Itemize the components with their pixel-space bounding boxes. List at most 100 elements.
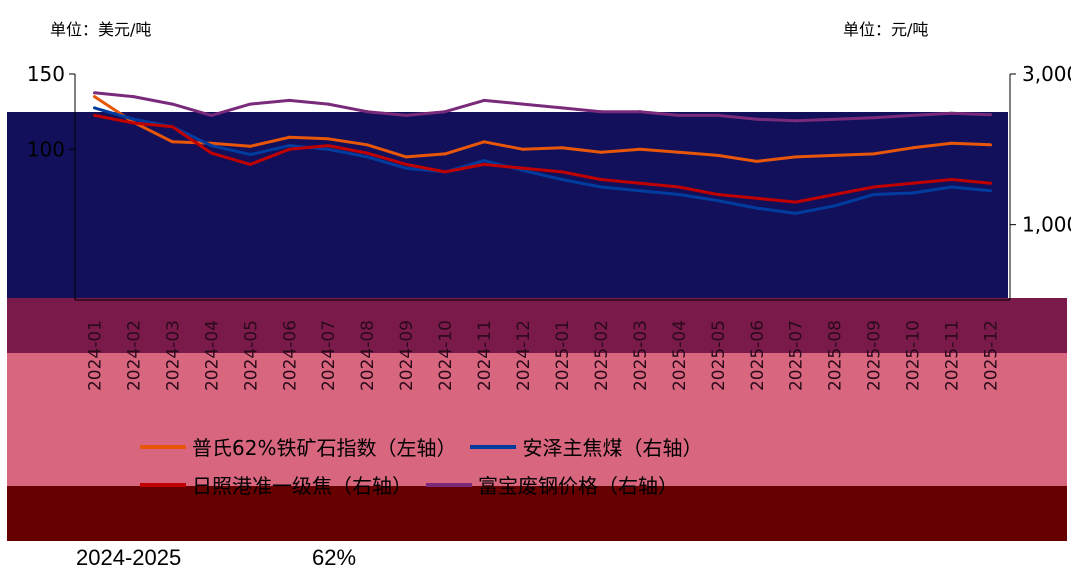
- caption-date-range: 2024-2025: [76, 545, 182, 570]
- x-tick-label: 2024-08: [358, 320, 378, 391]
- series-point-0: [92, 95, 96, 99]
- legend-label-coke: 日照港准一级焦（右轴）: [192, 474, 412, 498]
- series-point-3: [287, 98, 291, 102]
- series-point-1: [560, 177, 564, 181]
- series-line-3: [94, 91, 991, 123]
- legend-swatch-coke: [140, 482, 186, 487]
- series-point-1: [794, 211, 798, 215]
- series-point-2: [326, 144, 330, 148]
- series-point-2: [482, 162, 486, 166]
- series-point-3: [677, 113, 681, 117]
- series-point-3: [365, 110, 369, 114]
- series-point-3: [911, 113, 915, 117]
- series-point-0: [599, 150, 603, 154]
- series-point-2: [92, 113, 96, 117]
- series-point-1: [326, 147, 330, 151]
- x-tick-label: 2025-04: [670, 320, 690, 391]
- series-point-3: [326, 102, 330, 106]
- series-point-1: [599, 185, 603, 189]
- series-point-0: [560, 146, 564, 150]
- x-tick-label: 2025-02: [592, 320, 612, 391]
- axis-label-dark-band: [7, 298, 1067, 353]
- right-unit-label: 单位：元/吨: [843, 20, 929, 39]
- series-point-3: [833, 117, 837, 121]
- legend-swatch-coking-coal: [470, 444, 517, 449]
- left-tick-label: 150: [27, 62, 65, 86]
- series-point-0: [911, 146, 915, 150]
- series-point-1: [365, 155, 369, 159]
- left-tick-label: 100: [27, 137, 65, 161]
- series-point-1: [911, 191, 915, 195]
- series-point-2: [677, 185, 681, 189]
- x-tick-label: 2024-11: [475, 320, 495, 391]
- x-tick-label: 2024-05: [241, 320, 261, 391]
- series-point-0: [404, 155, 408, 159]
- series-point-2: [248, 162, 252, 166]
- legend-swatch-iron-ore: [140, 444, 186, 449]
- series-point-3: [131, 95, 135, 99]
- line-chart: 150 100 3,000 1,000 2024-01 2024-02 2024-03 202…: [27, 62, 1071, 391]
- series-point-1: [287, 144, 291, 148]
- series-point-0: [989, 143, 993, 147]
- x-tick-label: 2025-09: [865, 320, 885, 391]
- legend-label-iron-ore: 普氏62%铁矿石指数（左轴）: [192, 436, 457, 460]
- series-point-3: [248, 102, 252, 106]
- series-point-2: [404, 162, 408, 166]
- series-point-1: [92, 106, 96, 110]
- series-point-3: [170, 102, 174, 106]
- x-tick-label: 2024-01: [85, 320, 105, 391]
- legend-swatch-scrap: [426, 482, 472, 487]
- series-point-0: [794, 155, 798, 159]
- series-point-1: [716, 199, 720, 203]
- series-point-2: [521, 166, 525, 170]
- series-point-2: [833, 193, 837, 197]
- series-point-3: [950, 111, 954, 115]
- series-point-1: [404, 166, 408, 170]
- series-point-2: [209, 151, 213, 155]
- series-point-0: [170, 140, 174, 144]
- x-tick-label: 2025-06: [748, 320, 768, 391]
- series-point-2: [872, 185, 876, 189]
- x-tick-label: 2024-12: [514, 320, 534, 391]
- series-point-1: [833, 204, 837, 208]
- x-tick-label: 2025-05: [709, 320, 729, 391]
- series-point-0: [365, 143, 369, 147]
- legend-label-coking-coal: 安泽主焦煤（右轴）: [522, 436, 703, 460]
- series-point-1: [209, 144, 213, 148]
- x-tick-label: 2024-06: [280, 320, 300, 391]
- series-point-2: [365, 151, 369, 155]
- series-point-0: [950, 141, 954, 145]
- series-line-2: [94, 113, 991, 204]
- series-point-2: [911, 181, 915, 185]
- series-point-3: [794, 119, 798, 123]
- x-tick-label: 2025-01: [553, 320, 573, 391]
- caption-grade: 62%: [312, 545, 357, 570]
- series-point-0: [482, 140, 486, 144]
- x-tick-label: 2025-07: [787, 320, 807, 391]
- series-point-1: [638, 189, 642, 193]
- series-point-2: [560, 170, 564, 174]
- x-tick-label: 2025-10: [904, 320, 924, 391]
- series-point-0: [326, 137, 330, 141]
- x-tick-label: 2024-03: [163, 320, 183, 391]
- series-point-2: [794, 200, 798, 204]
- series-point-3: [92, 91, 96, 95]
- series-point-3: [443, 110, 447, 114]
- legend-bottom-band: [7, 486, 1067, 541]
- series-point-2: [170, 125, 174, 129]
- right-tick-label: 1,000: [1022, 213, 1071, 237]
- x-tick-label: 2024-02: [124, 320, 144, 391]
- x-tick-label: 2025-08: [826, 320, 846, 391]
- series-point-2: [287, 147, 291, 151]
- series-point-0: [638, 147, 642, 151]
- series-point-0: [755, 159, 759, 163]
- series-point-1: [482, 159, 486, 163]
- series-point-1: [677, 193, 681, 197]
- series-point-3: [209, 113, 213, 117]
- series-point-3: [404, 113, 408, 117]
- series-point-0: [521, 147, 525, 151]
- series-point-3: [716, 113, 720, 117]
- series-point-1: [872, 193, 876, 197]
- series-point-2: [950, 177, 954, 181]
- series-line-1: [94, 106, 991, 215]
